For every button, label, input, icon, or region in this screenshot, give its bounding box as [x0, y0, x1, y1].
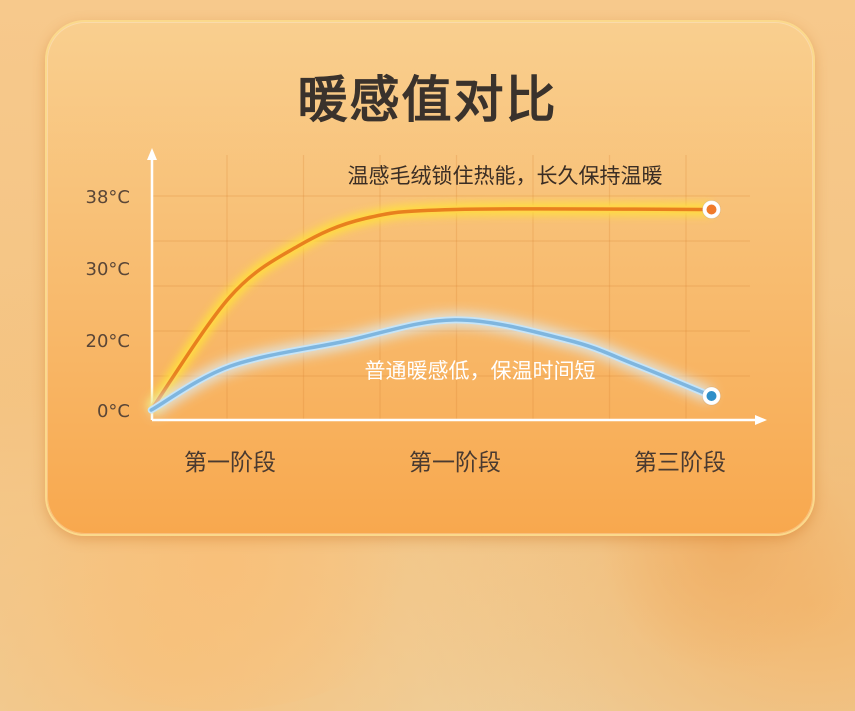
chart-title: 暖感值对比: [297, 71, 558, 129]
warm-series-line: [149, 207, 714, 412]
series-layer: [145, 200, 721, 417]
grid: [152, 155, 750, 420]
normal-series-line: [149, 318, 714, 412]
normal-series-endpoint-dot: [706, 391, 717, 401]
x-axis-arrow-icon: [755, 415, 767, 425]
warm-series-endpoint-dot: [706, 204, 717, 215]
y-tick-label: 38°C: [86, 187, 130, 208]
normal-series-annotation: 普通暖感低，保温时间短: [365, 359, 596, 383]
labels-layer: 0°C 20°C 30°C 38°C 第一阶段 第一阶段 第三阶段 温感毛绒锁住热能，长久保持…: [86, 164, 726, 476]
y-tick-label: 20°C: [86, 331, 130, 352]
axes: [147, 148, 767, 425]
y-tick-label: 30°C: [86, 259, 130, 280]
x-tick-label: 第三阶段: [634, 450, 726, 476]
y-axis-arrow-icon: [147, 148, 157, 160]
warm-series-annotation: 温感毛绒锁住热能，长久保持温暖: [348, 164, 663, 188]
x-tick-label: 第一阶段: [184, 450, 276, 476]
x-tick-label: 第一阶段: [409, 450, 501, 476]
chart-card: [45, 20, 815, 536]
y-tick-label: 0°C: [97, 401, 130, 422]
